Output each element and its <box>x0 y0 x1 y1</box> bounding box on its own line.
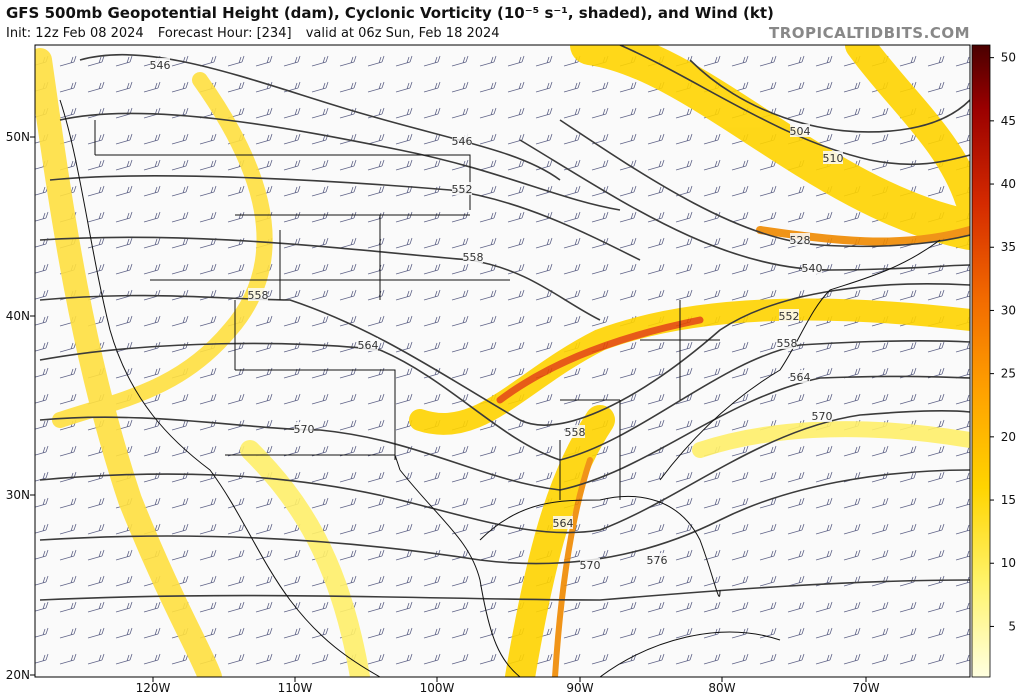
contour-label: 564 <box>790 371 811 384</box>
contour-label-bg <box>823 151 843 164</box>
lon-label: 120W <box>136 681 171 695</box>
contour-label: 558 <box>248 289 269 302</box>
colorbar-tick-label: 25 <box>1001 367 1016 381</box>
map-body: 546 546 552 558 558 564 570 558 564 570 576 504 510 5… <box>35 45 970 677</box>
colorbar-tick-label: 35 <box>1001 240 1016 254</box>
colorbar-tick-label: 45 <box>1001 114 1016 128</box>
contour-label: 546 <box>452 135 473 148</box>
contour-label-bg <box>779 309 799 322</box>
contour-label-bg <box>248 288 268 301</box>
lat-label: 50N <box>6 130 30 144</box>
contour-label-bg <box>790 370 810 383</box>
axes: 50N 40N 30N 20N 120W 110W 100W 90W 80W 70W <box>6 130 880 695</box>
contour-label: 540 <box>802 262 823 275</box>
init-time: Init: 12z Feb 08 2024 <box>6 26 144 41</box>
contour-label: 576 <box>647 554 668 567</box>
contour-labels: 546 546 552 558 558 564 570 558 564 570 576 504 510 5… <box>150 58 844 572</box>
contour-label-bg <box>553 516 573 529</box>
contour-label: 552 <box>452 183 473 196</box>
valid-time: valid at 06z Sun, Feb 18 2024 <box>305 26 500 41</box>
contour-label: 552 <box>779 310 800 323</box>
coastlines-borders <box>59 99 941 677</box>
contour-label-bg <box>647 553 667 566</box>
colorbar-ticks: 5 10 15 20 25 30 35 40 45 50 <box>990 51 1016 633</box>
contour-label: 510 <box>823 152 844 165</box>
contour-label: 570 <box>294 423 315 436</box>
contour-label: 564 <box>553 517 574 530</box>
contour-label-bg <box>452 182 472 195</box>
contour-label-bg <box>802 261 822 274</box>
lon-label: 80W <box>708 681 735 695</box>
contour-label-bg <box>790 233 810 246</box>
contour-label: 504 <box>790 125 811 138</box>
contour-label: 564 <box>358 339 379 352</box>
lon-label: 70W <box>852 681 879 695</box>
lon-label: 100W <box>420 681 455 695</box>
contour-label: 546 <box>150 59 171 72</box>
contour-label: 558 <box>777 337 798 350</box>
contour-label-bg <box>358 338 378 351</box>
map-title: GFS 500mb Geopotential Height (dam), Cyc… <box>6 4 774 22</box>
contour-label: 558 <box>463 251 484 264</box>
forecast-hour: Forecast Hour: [234] <box>157 26 292 41</box>
colorbar-tick-label: 50 <box>1001 51 1016 65</box>
contour-label: 570 <box>580 559 601 572</box>
colorbar-tick-label: 40 <box>1001 177 1016 191</box>
contour-label-bg <box>452 134 472 147</box>
contour-label-bg <box>777 336 797 349</box>
lat-label: 20N <box>6 668 30 682</box>
contour-label: 528 <box>790 234 811 247</box>
colorbar-tick-label: 5 <box>1008 619 1016 633</box>
lon-label: 110W <box>278 681 313 695</box>
colorbar-tick-label: 30 <box>1001 303 1016 317</box>
contour-label-bg <box>294 422 314 435</box>
subtitle: Init: 12z Feb 08 2024 Forecast Hour: [23… <box>6 26 510 41</box>
contour-label-bg <box>150 58 170 71</box>
colorbar-tick-label: 15 <box>1001 493 1016 507</box>
lat-label: 40N <box>6 309 30 323</box>
colorbar <box>971 44 991 678</box>
contour-label-bg <box>565 425 585 438</box>
lon-label: 90W <box>566 681 593 695</box>
contour-label: 570 <box>812 410 833 423</box>
contour-label-bg <box>790 124 810 137</box>
site-label: TROPICALTIDBITS.COM <box>769 24 970 42</box>
contour-label-bg <box>580 558 600 571</box>
colorbar-tick-label: 20 <box>1001 430 1016 444</box>
contour-label-bg <box>812 409 832 422</box>
contour-label-bg <box>463 250 483 263</box>
contour-label: 558 <box>565 426 586 439</box>
colorbar-tick-label: 10 <box>1001 556 1016 570</box>
lat-label: 30N <box>6 488 30 502</box>
